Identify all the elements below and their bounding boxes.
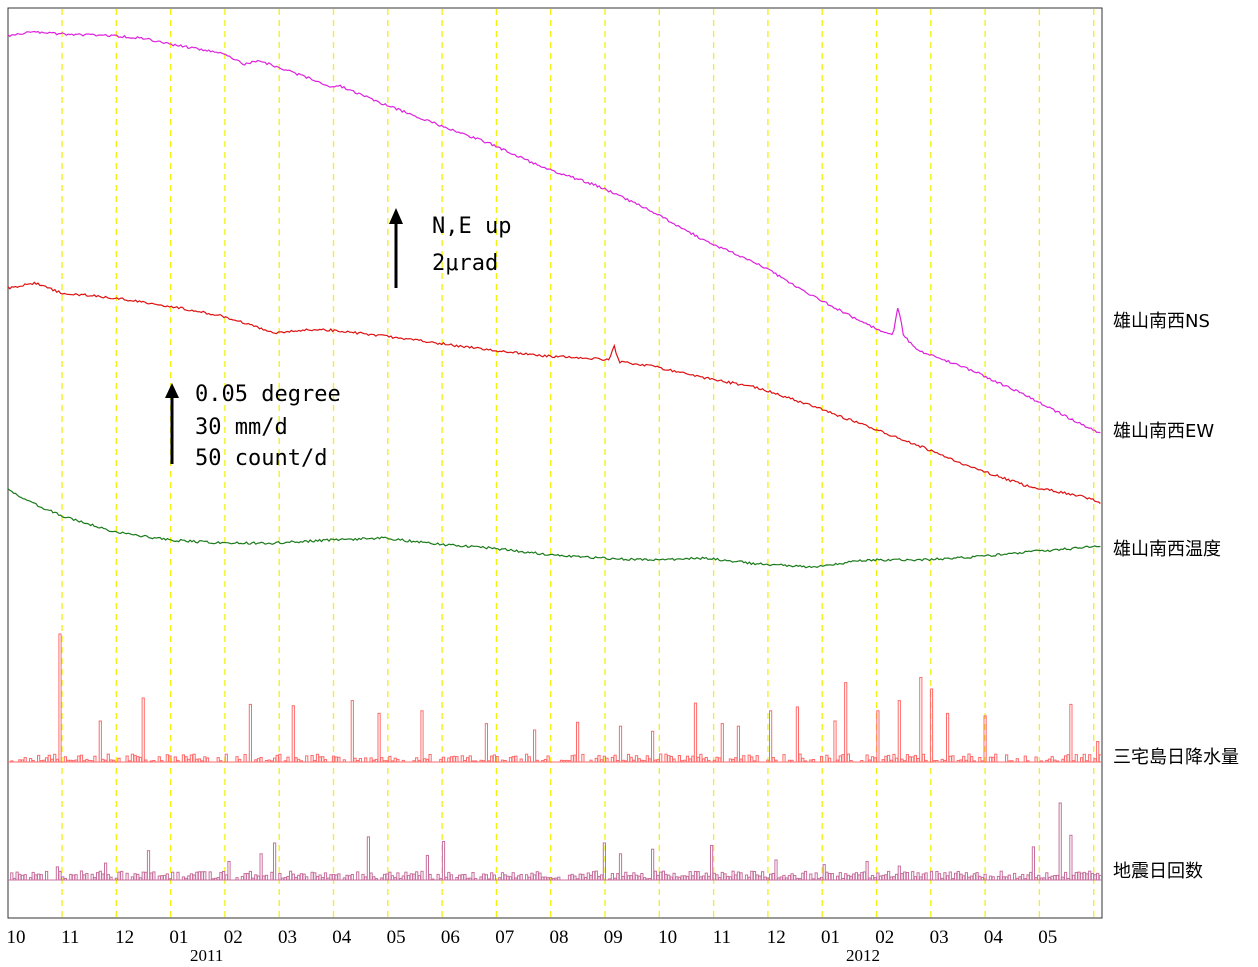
x-tick-label: 12 [115, 927, 134, 948]
x-tick-label: 05 [387, 927, 406, 948]
x-tick-label: 11 [61, 927, 79, 948]
plot-frame [7, 7, 1103, 919]
year-label-2011: 2011 [190, 946, 223, 965]
x-tick-label: 03 [930, 927, 949, 948]
x-tick-label: 06 [441, 927, 460, 948]
series-label-ns-tilt: 雄山南西NS [1113, 311, 1210, 332]
x-tick-label: 04 [332, 927, 352, 948]
x-tick-label: 05 [1038, 927, 1057, 948]
series-layer [7, 30, 1101, 569]
other-scale-arrow-head [165, 383, 179, 398]
x-tick-label: 03 [278, 927, 297, 948]
other-scale-line-2: 30 mm/d [195, 415, 288, 440]
other-scale-bar: 0.05 degree 30 mm/d 50 count/d [165, 382, 341, 471]
series-label-temperature: 雄山南西温度 [1113, 539, 1221, 560]
series-label-ew-tilt: 雄山南西EW [1113, 421, 1214, 442]
series-line-0 [7, 30, 1101, 434]
x-tick-label: 07 [495, 927, 514, 948]
series-label-rainfall: 三宅島日降水量 [1113, 747, 1239, 768]
other-scale-line-1: 0.05 degree [195, 382, 341, 407]
x-tick-label: 12 [767, 927, 786, 948]
series-label-earthquake-count: 地震日回数 [1113, 861, 1203, 882]
x-tick-label: 02 [224, 927, 243, 948]
x-tick-label: 01 [169, 927, 188, 948]
tilt-scale-arrow-head [389, 208, 403, 224]
x-tick-label: 09 [604, 927, 623, 948]
tilt-scale-line-1: N,E up [432, 214, 511, 239]
x-axis-tick-labels: 10 11 12 01 02 03 04 05 06 07 08 09 10 11 12 01 02 03 04 05 [7, 927, 1058, 948]
tilt-scale-line-2: 2μrad [432, 251, 498, 276]
x-tick-label: 04 [984, 927, 1004, 948]
x-tick-label: 10 [658, 927, 677, 948]
series-line-2 [7, 488, 1101, 569]
other-scale-line-3: 50 count/d [195, 446, 327, 471]
x-tick-label: 02 [875, 927, 894, 948]
series-line-1 [7, 281, 1101, 504]
x-tick-label: 11 [713, 927, 731, 948]
x-tick-label: 10 [7, 927, 26, 948]
tilt-scale-bar: N,E up 2μrad [389, 208, 511, 288]
x-tick-label: 08 [550, 927, 569, 948]
year-label-2012: 2012 [846, 946, 880, 965]
x-tick-label: 01 [821, 927, 840, 948]
